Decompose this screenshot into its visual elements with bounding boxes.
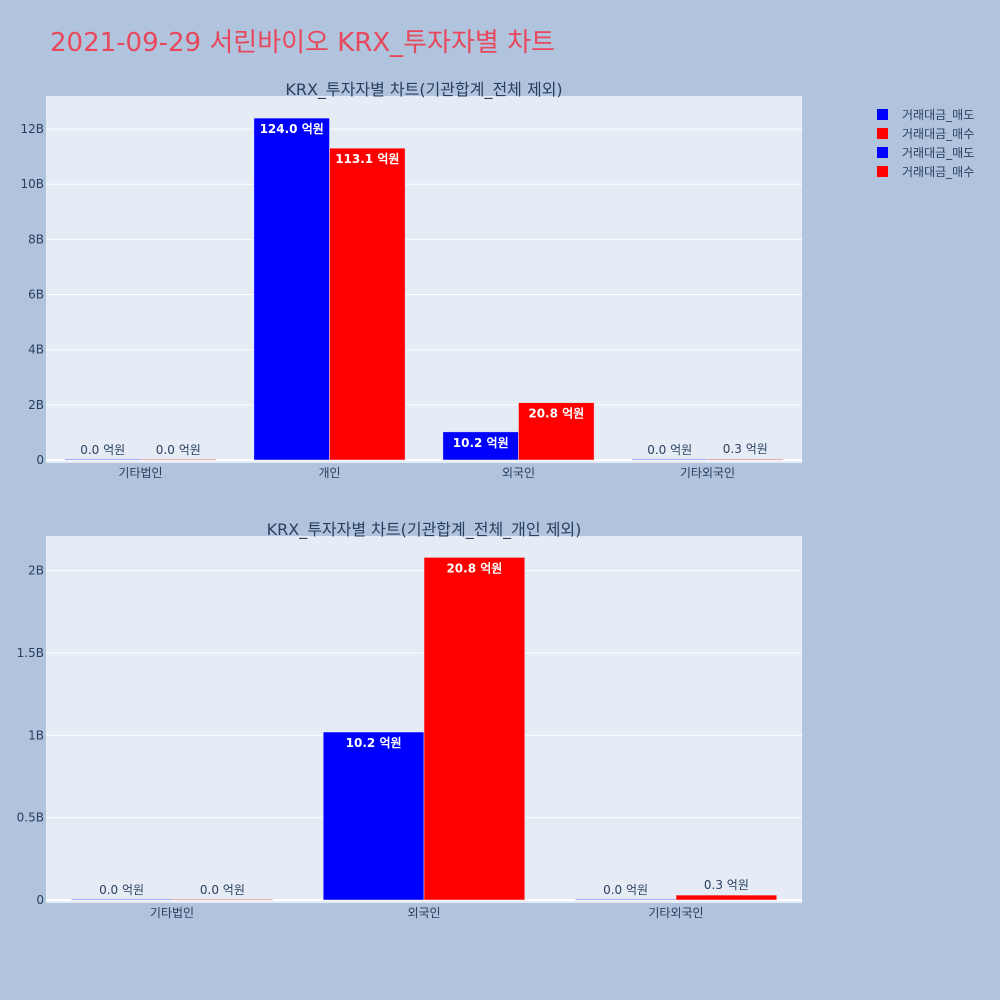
bar [140, 458, 217, 461]
bar [707, 458, 784, 461]
bar-value-label: 113.1 억원 [335, 152, 399, 166]
plot-area-1 [46, 96, 802, 463]
x-tick-label: 개인 [318, 466, 340, 480]
legend-swatch [877, 128, 888, 139]
legend-item: 거래대금_매수 [902, 127, 974, 141]
bar [70, 898, 173, 901]
y-tick-label: 1.5B [17, 646, 44, 660]
bar-value-label: 0.0 억원 [647, 443, 692, 457]
bar [518, 402, 595, 461]
legend-item: 거래대금_매도 [902, 108, 974, 122]
y-tick-label: 0 [36, 893, 44, 907]
bar [675, 894, 778, 901]
bar-value-label: 20.8 억원 [528, 407, 584, 421]
page-title: 2021-09-29 서린바이오 KRX_투자자별 차트 [50, 28, 555, 58]
legend-swatch [877, 147, 888, 158]
bar [423, 557, 526, 901]
x-tick-label: 외국인 [407, 906, 440, 920]
legend-swatch [877, 109, 888, 120]
bar-value-label: 20.8 억원 [446, 561, 502, 575]
y-tick-label: 2B [28, 564, 44, 578]
bar-value-label: 124.0 억원 [260, 122, 324, 136]
chart-title: KRX_투자자별 차트(기관합계_전체_개인 제외) [267, 520, 582, 540]
bar-value-label: 0.0 억원 [200, 883, 245, 897]
bar-value-label: 10.2 억원 [346, 736, 402, 750]
bar [64, 458, 141, 461]
x-tick-label: 기타법인 [118, 466, 162, 480]
y-tick-label: 4B [28, 343, 44, 357]
x-tick-label: 기타외국인 [648, 906, 703, 920]
bar [253, 117, 330, 461]
bar-value-label: 10.2 억원 [453, 436, 509, 450]
bar-value-label: 0.3 억원 [723, 442, 768, 456]
y-tick-label: 8B [28, 232, 44, 246]
y-tick-label: 10B [20, 177, 44, 191]
y-tick-label: 0.5B [17, 811, 44, 825]
legend-item: 거래대금_매수 [902, 165, 974, 179]
bar [329, 147, 406, 461]
bar-value-label: 0.0 억원 [603, 883, 648, 897]
x-tick-label: 기타외국인 [680, 466, 735, 480]
bar-value-label: 0.0 억원 [156, 443, 201, 457]
bar [171, 898, 274, 901]
chart-title: KRX_투자자별 차트(기관합계_전체 제외) [285, 80, 562, 100]
y-tick-label: 12B [20, 122, 44, 136]
legend-item: 거래대금_매도 [902, 146, 974, 160]
y-tick-label: 1B [28, 728, 44, 742]
x-tick-label: 외국인 [502, 466, 535, 480]
y-tick-label: 0 [36, 453, 44, 467]
bar-value-label: 0.0 억원 [80, 443, 125, 457]
x-tick-label: 기타법인 [150, 906, 194, 920]
bar [322, 731, 425, 901]
y-tick-label: 2B [28, 398, 44, 412]
bar-value-label: 0.0 억원 [99, 883, 144, 897]
bar-value-label: 0.3 억원 [704, 878, 749, 892]
bar [631, 458, 708, 461]
legend-swatch [877, 166, 888, 177]
bar [574, 898, 677, 901]
y-tick-label: 6B [28, 288, 44, 302]
